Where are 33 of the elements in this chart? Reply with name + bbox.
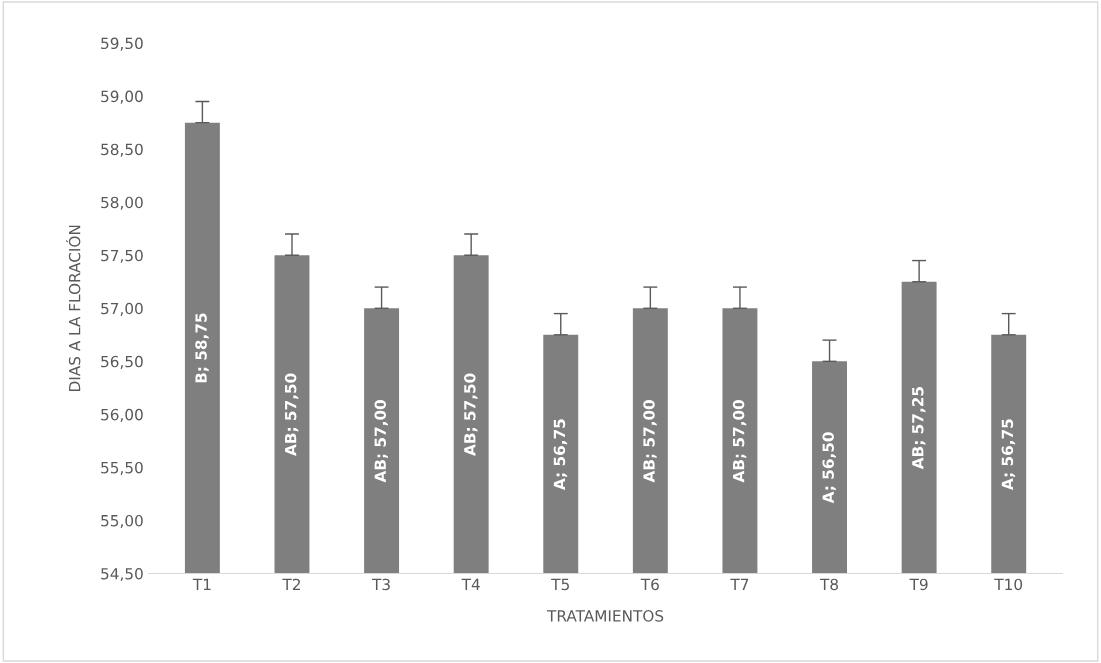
x-axis-title: TRATAMIENTOS xyxy=(546,610,664,622)
data-label: A; 56,75 xyxy=(1001,419,1016,491)
y-tick-label: 59,50 xyxy=(101,37,143,51)
data-label: AB; 57,50 xyxy=(464,373,478,456)
x-tick-label: T2 xyxy=(282,578,300,590)
y-tick-label: 57,00 xyxy=(101,302,143,316)
y-tick-label: 58,00 xyxy=(101,196,143,210)
x-tick-label: T9 xyxy=(909,578,928,591)
x-tick-label: T4 xyxy=(461,578,480,590)
y-tick-label: 54,50 xyxy=(101,567,143,582)
data-label: AB; 57,00 xyxy=(374,400,388,483)
data-label: A; 56,75 xyxy=(553,419,568,491)
x-tick-label: T1 xyxy=(192,578,211,590)
x-tick-label: T3 xyxy=(372,578,390,591)
data-label: AB; 57,50 xyxy=(284,373,299,456)
data-label: AB; 57,25 xyxy=(912,387,926,470)
y-tick-label: 55,00 xyxy=(101,514,143,529)
x-tick-label: T8 xyxy=(819,578,839,591)
x-tick-label: T5 xyxy=(551,578,569,591)
data-label: AB; 57,00 xyxy=(643,400,657,483)
y-tick-label: 56,00 xyxy=(101,408,143,422)
data-label: B; 58,75 xyxy=(195,313,209,383)
y-tick-label: 55,50 xyxy=(101,461,143,475)
data-label: A; 56,50 xyxy=(822,432,836,504)
x-tick-label: T7 xyxy=(730,578,749,590)
y-tick-label: 56,50 xyxy=(101,355,143,369)
y-tick-label: 57,50 xyxy=(101,249,143,263)
x-tick-label: T6 xyxy=(640,578,659,591)
x-tick-label: T10 xyxy=(994,578,1023,591)
data-label: AB; 57,00 xyxy=(732,400,747,483)
y-tick-label: 59,00 xyxy=(101,90,143,104)
y-axis-title: DIAS A LA FLORACIÓN xyxy=(66,225,81,391)
y-tick-label: 58,50 xyxy=(101,143,143,157)
